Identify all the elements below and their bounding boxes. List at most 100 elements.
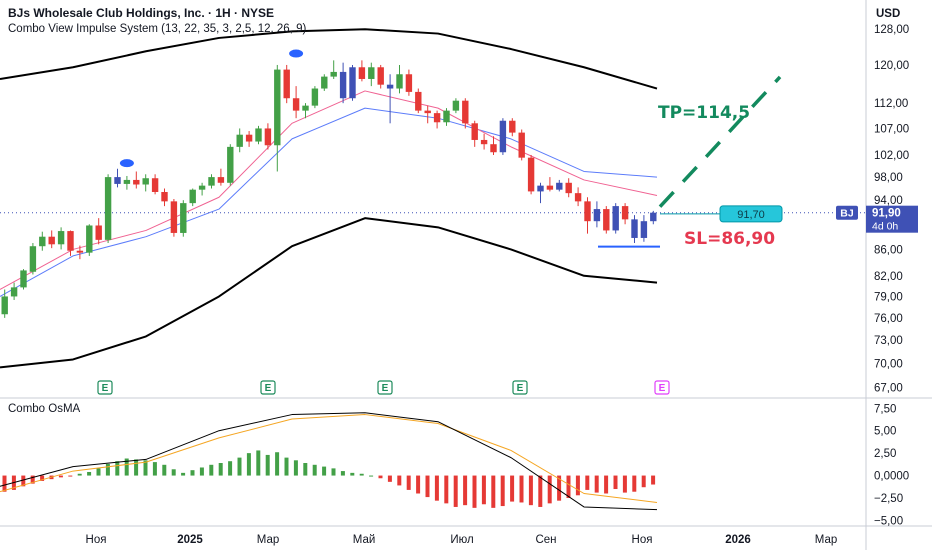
x-tick-label: Май <box>353 534 376 546</box>
osma-bar <box>510 475 515 502</box>
candle <box>208 177 215 186</box>
osma-bar <box>181 472 186 476</box>
osma-bar <box>190 470 195 476</box>
candle <box>198 185 206 190</box>
candle <box>396 74 403 89</box>
osma-bar <box>641 475 646 488</box>
osma-pane[interactable] <box>0 412 658 511</box>
osma-bar <box>387 475 392 482</box>
osma-bar <box>40 475 45 481</box>
price-tag-value: 91,90 <box>872 208 901 220</box>
earnings-letter: E <box>265 383 272 394</box>
candle <box>386 84 394 89</box>
y-tick-label: 86,00 <box>874 244 903 256</box>
osma-tick-label: 7,50 <box>874 403 896 415</box>
osma-bar <box>397 475 402 486</box>
osma-bar <box>350 472 355 476</box>
osma-tick-label: −2,50 <box>874 493 903 505</box>
candle <box>321 76 328 89</box>
osma-bar <box>312 464 317 476</box>
osma-bar <box>218 463 223 476</box>
candle <box>170 201 178 233</box>
osma-bar <box>134 459 139 476</box>
currency-label: USD <box>876 8 900 20</box>
earnings-icon <box>654 380 670 395</box>
candle <box>527 157 535 192</box>
candle <box>86 225 93 253</box>
osma-bar <box>340 471 345 476</box>
candle <box>217 177 225 183</box>
osma-signal-line <box>0 414 658 503</box>
candle <box>556 182 563 190</box>
ticker-badge <box>836 205 858 220</box>
candle <box>462 100 469 124</box>
candle <box>302 105 309 111</box>
candle <box>255 128 262 142</box>
osma-bar <box>115 461 120 476</box>
osma-bar <box>275 452 280 476</box>
osma-bar <box>322 466 327 476</box>
candle <box>180 203 187 233</box>
osma-bar <box>143 460 148 476</box>
earnings-icon <box>97 380 113 395</box>
osma-bar <box>604 475 609 494</box>
osma-bar <box>453 475 458 507</box>
signal-marker <box>119 159 134 168</box>
y-tick-label: 79,00 <box>874 291 903 303</box>
osma-bar <box>585 475 590 490</box>
candle <box>236 134 243 147</box>
candle <box>104 177 112 240</box>
osma-bar <box>434 475 439 501</box>
candle <box>565 182 572 194</box>
candle <box>593 209 601 222</box>
candle <box>114 177 121 184</box>
osma-bar <box>369 475 374 477</box>
osma-bar <box>162 464 167 476</box>
candle <box>603 209 610 231</box>
osma-bar <box>87 471 92 476</box>
price-pane[interactable] <box>0 28 866 369</box>
ema-fast-line <box>0 90 658 290</box>
candle <box>518 132 525 158</box>
osma-bar <box>575 475 580 496</box>
osma-bar <box>30 475 35 484</box>
osma-bar <box>416 475 421 494</box>
osma-bar <box>124 458 129 476</box>
price-tag <box>866 205 918 233</box>
earnings-icon <box>512 380 528 395</box>
y-tick-label: 94,00 <box>874 195 903 207</box>
earnings-letter: E <box>517 383 524 394</box>
osma-bar <box>256 450 261 476</box>
y-tick-label: 112,00 <box>874 98 908 110</box>
candle <box>612 206 619 231</box>
osma-bar <box>491 475 496 508</box>
candle <box>368 67 375 79</box>
candle <box>245 134 253 142</box>
osma-bar <box>237 457 242 476</box>
earnings-letter: E <box>382 383 389 394</box>
osma-bar <box>96 468 101 476</box>
last-value-text: 91,70 <box>737 209 765 221</box>
osma-bar <box>331 468 336 476</box>
osma-bar <box>481 475 486 505</box>
ema-slow-line <box>0 107 658 297</box>
candle <box>480 139 488 145</box>
osma-bar <box>463 475 468 506</box>
osma-title: Combo OsMA <box>8 403 81 415</box>
candle <box>20 270 27 288</box>
osma-bar <box>68 475 73 477</box>
y-tick-label: 82,00 <box>874 271 903 283</box>
candle <box>546 185 554 190</box>
candle <box>499 120 507 153</box>
osma-bar <box>246 453 251 476</box>
candle <box>415 91 422 111</box>
osma-bar <box>566 475 571 498</box>
candle <box>142 178 149 185</box>
y-tick-label: 98,00 <box>874 172 903 184</box>
candle <box>311 88 319 106</box>
x-tick-label: 2026 <box>725 534 751 546</box>
candle <box>274 69 281 146</box>
osma-bar <box>359 473 364 476</box>
